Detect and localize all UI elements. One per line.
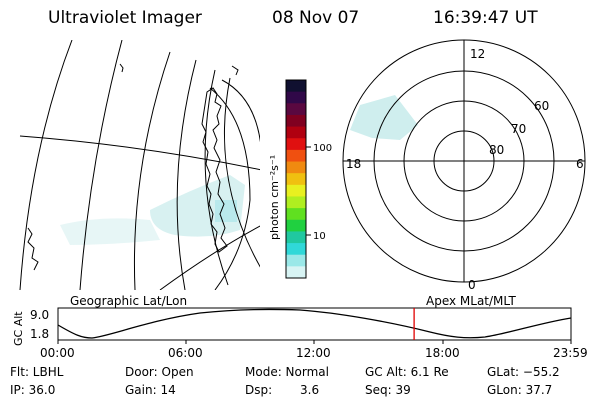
mlt-label-0: 0 [468,278,476,292]
geo-panel-label: Geographic Lat/Lon [70,294,188,308]
orbit-xtick-1800: 18:00 [425,346,460,360]
colorbar-band [286,243,306,256]
colorbar-band [286,103,306,116]
colorbar-band [286,161,306,174]
glat-info: GLat: −55.2 [487,365,560,379]
colorbar-tick-10: 10 [313,231,326,242]
colorbar-band [286,149,306,163]
glon-info: GLon: 37.7 [487,383,553,397]
mlat-label-80: 80 [489,143,504,157]
colorbar-band [286,126,306,139]
coastline [201,87,228,253]
dsp-label: Dsp: [245,383,273,397]
gain-info: Gain: 14 [125,383,176,397]
colorbar-band [286,196,306,209]
colorbar-band [286,231,306,244]
orbit-xtick-0600: 06:00 [168,346,203,360]
mlat-label-60: 60 [534,99,549,113]
aurora-polar [350,95,418,140]
altitude-curve [57,308,572,339]
header-time: 16:39:47 UT [433,8,538,28]
flt-info: Flt: LBHL [10,365,64,379]
colorbar-unit-label: photon cm⁻²s⁻¹ [268,155,281,240]
orbit-xtick-0000: 00:00 [40,346,75,360]
instrument-title: Ultraviolet Imager [48,8,202,28]
orbit-ytick-1.8: 1.8 [30,327,49,341]
colorbar-band [286,266,306,279]
polar-panel-label: Apex MLat/MLT [426,294,516,308]
orbit-xtick-2359: 23:59 [553,346,588,360]
colorbar-tick-100: 100 [313,143,332,154]
gcalt-info: GC Alt: 6.1 Re [365,365,449,379]
mlt-label-6: 6 [576,157,584,171]
orbit-ylabel: GC Alt [12,311,25,346]
door-info: Door: Open [125,365,194,379]
mlat-label-70: 70 [511,122,526,136]
colorbar-band [286,254,306,267]
colorbar-band [286,138,306,151]
colorbar-band [286,91,306,104]
mlt-label-12: 12 [470,47,485,61]
orbit-ytick-9: 9.0 [30,308,49,322]
mode-info: Mode: Normal [245,365,329,379]
mlt-label-18: 18 [346,157,361,171]
dsp-value: 3.6 [300,383,320,397]
colorbar-band [286,80,306,93]
colorbar-band [286,173,306,186]
colorbar-band [286,184,306,197]
header-date: 08 Nov 07 [272,8,360,28]
colorbar-band [286,208,306,221]
seq-info: Seq: 39 [365,383,411,397]
ip-info: IP: 36.0 [10,383,56,397]
colorbar-band [286,219,306,232]
orbit-xtick-1200: 12:00 [296,346,331,360]
colorbar-band [286,114,306,128]
